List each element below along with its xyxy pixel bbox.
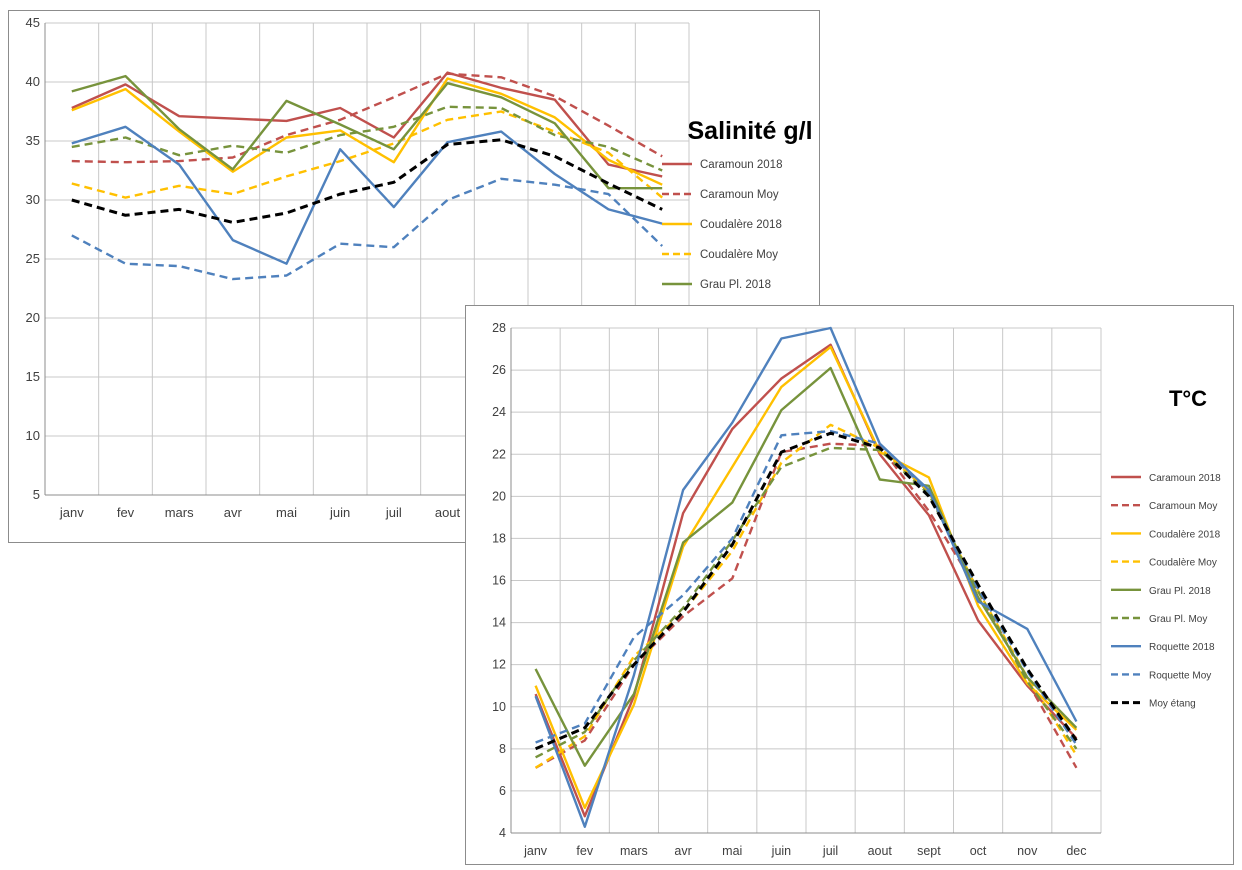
temperature-chart: 4 6 8 10 12 14 16 18 20 22 24 26 28 janv fev mars avr mai… [492, 321, 1221, 858]
y-tick-label: 12 [492, 658, 506, 672]
x-tick-label: avr [674, 844, 691, 858]
legend-label: Caramoun 2018 [1149, 473, 1221, 484]
legend-label: Roquette 2018 [1149, 642, 1215, 653]
x-tick-label: juil [385, 505, 402, 520]
chart-title: Salinité g/l [687, 117, 812, 145]
x-tick-label: juin [771, 844, 792, 858]
y-tick-label: 8 [499, 742, 506, 756]
y-tick-label: 6 [499, 784, 506, 798]
x-tick-label: mars [620, 844, 648, 858]
series-line-roquette-moy [535, 429, 1078, 746]
x-tick-label: dec [1066, 844, 1086, 858]
y-tick-label: 16 [492, 574, 506, 588]
y-tick-label: 24 [492, 405, 506, 419]
x-tick-label: mai [722, 844, 742, 858]
series-line-grau-pl-2018 [71, 74, 663, 190]
x-tick-label: juil [822, 844, 838, 858]
y-tick-label: 10 [492, 700, 506, 714]
x-tick-label: sept [917, 844, 941, 858]
legend-label: Coudalère Moy [1149, 558, 1217, 569]
y-tick-label: 14 [492, 616, 506, 630]
y-tick-label: 28 [492, 321, 506, 335]
x-tick-label: avr [224, 505, 243, 520]
legend-label: Caramoun Moy [700, 189, 779, 201]
series-line-roquette-moy [71, 177, 664, 281]
x-tick-label: fev [576, 844, 593, 858]
series-line-roquette-2018 [534, 326, 1078, 828]
legend-label: Grau Pl. 2018 [700, 279, 771, 291]
x-tick-label: nov [1017, 844, 1038, 858]
series-line-roquette-2018 [71, 125, 663, 265]
y-tick-label: 10 [26, 428, 40, 443]
x-tick-label: mai [276, 505, 297, 520]
x-tick-label: oct [970, 844, 987, 858]
x-tick-label: juin [329, 505, 350, 520]
x-tick-label: janv [59, 505, 84, 520]
y-tick-label: 18 [492, 531, 506, 545]
legend-label: Coudalère 2018 [1149, 529, 1221, 540]
legend-label: Caramoun 2018 [700, 159, 782, 171]
x-tick-label: aout [435, 505, 461, 520]
x-tick-label: janv [523, 844, 548, 858]
legend-label: Roquette Moy [1149, 670, 1211, 681]
series-line-caramoun-moy [71, 72, 663, 164]
legend-label: Grau Pl. Moy [1149, 614, 1207, 625]
temperature-chart-panel: 4 6 8 10 12 14 16 18 20 22 24 26 28 janv fev mars avr mai… [465, 305, 1234, 865]
legend-label: Coudalère Moy [700, 249, 778, 261]
y-tick-label: 22 [492, 447, 506, 461]
y-tick-label: 40 [26, 74, 40, 89]
legend-label: Coudalère 2018 [700, 219, 782, 231]
y-tick-label: 30 [26, 192, 40, 207]
y-tick-label: 5 [33, 487, 40, 502]
legend-label: Moy étang [1149, 699, 1196, 710]
series-line-moy-tang [535, 431, 1078, 751]
series-line-moy-tang [71, 138, 663, 224]
chart-title: T°C [1169, 386, 1207, 411]
y-tick-label: 20 [492, 489, 506, 503]
y-tick-label: 26 [492, 363, 506, 377]
salinity-chart-panel: 5 10 15 20 25 30 35 40 45 janv fev mars avr mai juin ju… [8, 10, 820, 543]
series-line-coudal-re-2018 [71, 77, 663, 186]
legend-label: Caramoun Moy [1149, 501, 1217, 512]
legend-label: Grau Pl. 2018 [1149, 586, 1211, 597]
x-tick-label: mars [165, 505, 194, 520]
x-tick-label: fev [117, 505, 135, 520]
series-line-grau-pl-moy [71, 105, 663, 172]
series-line-caramoun-2018 [71, 71, 663, 178]
y-tick-label: 4 [499, 826, 506, 840]
y-tick-label: 35 [26, 133, 40, 148]
y-tick-label: 45 [26, 15, 40, 30]
series-line-coudal-re-2018 [534, 345, 1078, 809]
series-line-caramoun-2018 [534, 343, 1078, 818]
series-line-grau-pl-2018 [534, 366, 1078, 767]
y-tick-label: 15 [26, 369, 40, 384]
y-tick-label: 20 [26, 310, 40, 325]
y-tick-label: 25 [26, 251, 40, 266]
x-tick-label: aout [868, 844, 893, 858]
